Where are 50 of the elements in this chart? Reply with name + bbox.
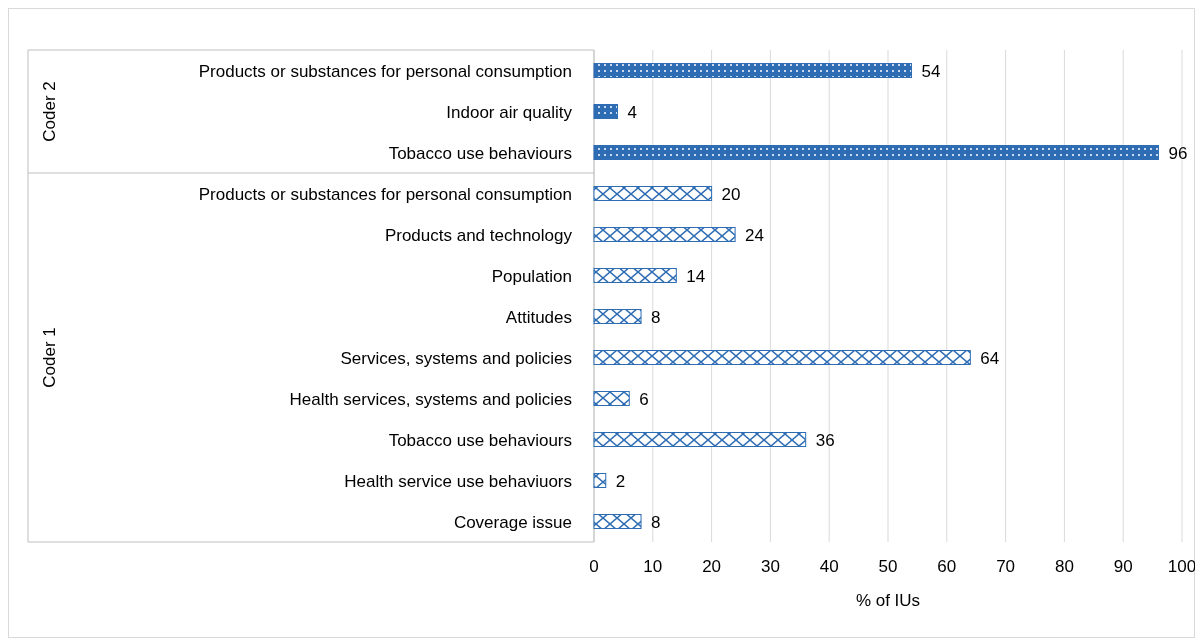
x-tick-label: 70: [996, 557, 1016, 576]
x-tick-label: 0: [589, 557, 599, 576]
data-label: 2: [615, 471, 626, 491]
text: Coder 2: [40, 81, 59, 142]
y-tick-label: Products or substances for personal consumption: [198, 61, 572, 81]
x-axis-title: % of IUs: [855, 591, 921, 610]
y-tick-label: Tobacco use behaviours: [388, 430, 572, 450]
y-tick-label: Indoor air quality: [446, 102, 573, 122]
data-label: 8: [651, 307, 661, 327]
bar: [593, 432, 807, 447]
x-tick-label: 30: [760, 557, 780, 576]
data-label: 20: [721, 184, 741, 204]
data-label: 24: [745, 225, 765, 245]
x-tick-label: 90: [1113, 557, 1133, 576]
y-tick-label: Services, systems and policies: [340, 348, 572, 368]
data-label: 96: [1168, 143, 1188, 163]
text: Coder 1: [40, 327, 59, 388]
bar: [593, 391, 630, 406]
data-label: 8: [651, 512, 661, 532]
y-tick-label: Health service use behaviuors: [344, 471, 572, 491]
bar: [593, 145, 1159, 160]
data-label: 6: [639, 389, 649, 409]
bar: [593, 104, 619, 119]
x-tick-label: 10: [643, 557, 663, 576]
bar: [593, 514, 642, 529]
bar: [593, 63, 913, 78]
y-tick-label: Population: [491, 266, 572, 286]
y-tick-label: Attitudes: [505, 307, 572, 327]
data-label: 64: [980, 348, 1000, 368]
data-label: 36: [815, 430, 835, 450]
x-tick-label: 100: [1167, 557, 1197, 576]
bar: [593, 186, 713, 201]
bar: [593, 227, 736, 242]
data-label: 14: [686, 266, 706, 286]
y-tick-label: Products or substances for personal consumption: [198, 184, 572, 204]
y-tick-label: Tobacco use behaviours: [388, 143, 572, 163]
y-tick-label: Coverage issue: [453, 512, 572, 532]
x-tick-label: 50: [878, 557, 898, 576]
bar: [593, 473, 607, 488]
y-tick-label: Health services, systems and policies: [289, 389, 572, 409]
bar: [593, 350, 971, 365]
x-tick-label: 40: [819, 557, 839, 576]
data-label: 54: [921, 61, 941, 81]
bar: [593, 309, 642, 324]
bar: [593, 268, 677, 283]
y-tick-label: Products and technology: [384, 225, 573, 245]
data-label: 4: [627, 102, 637, 122]
x-tick-label: 60: [937, 557, 957, 576]
x-tick-label: 80: [1054, 557, 1074, 576]
x-tick-label: 20: [702, 557, 722, 576]
